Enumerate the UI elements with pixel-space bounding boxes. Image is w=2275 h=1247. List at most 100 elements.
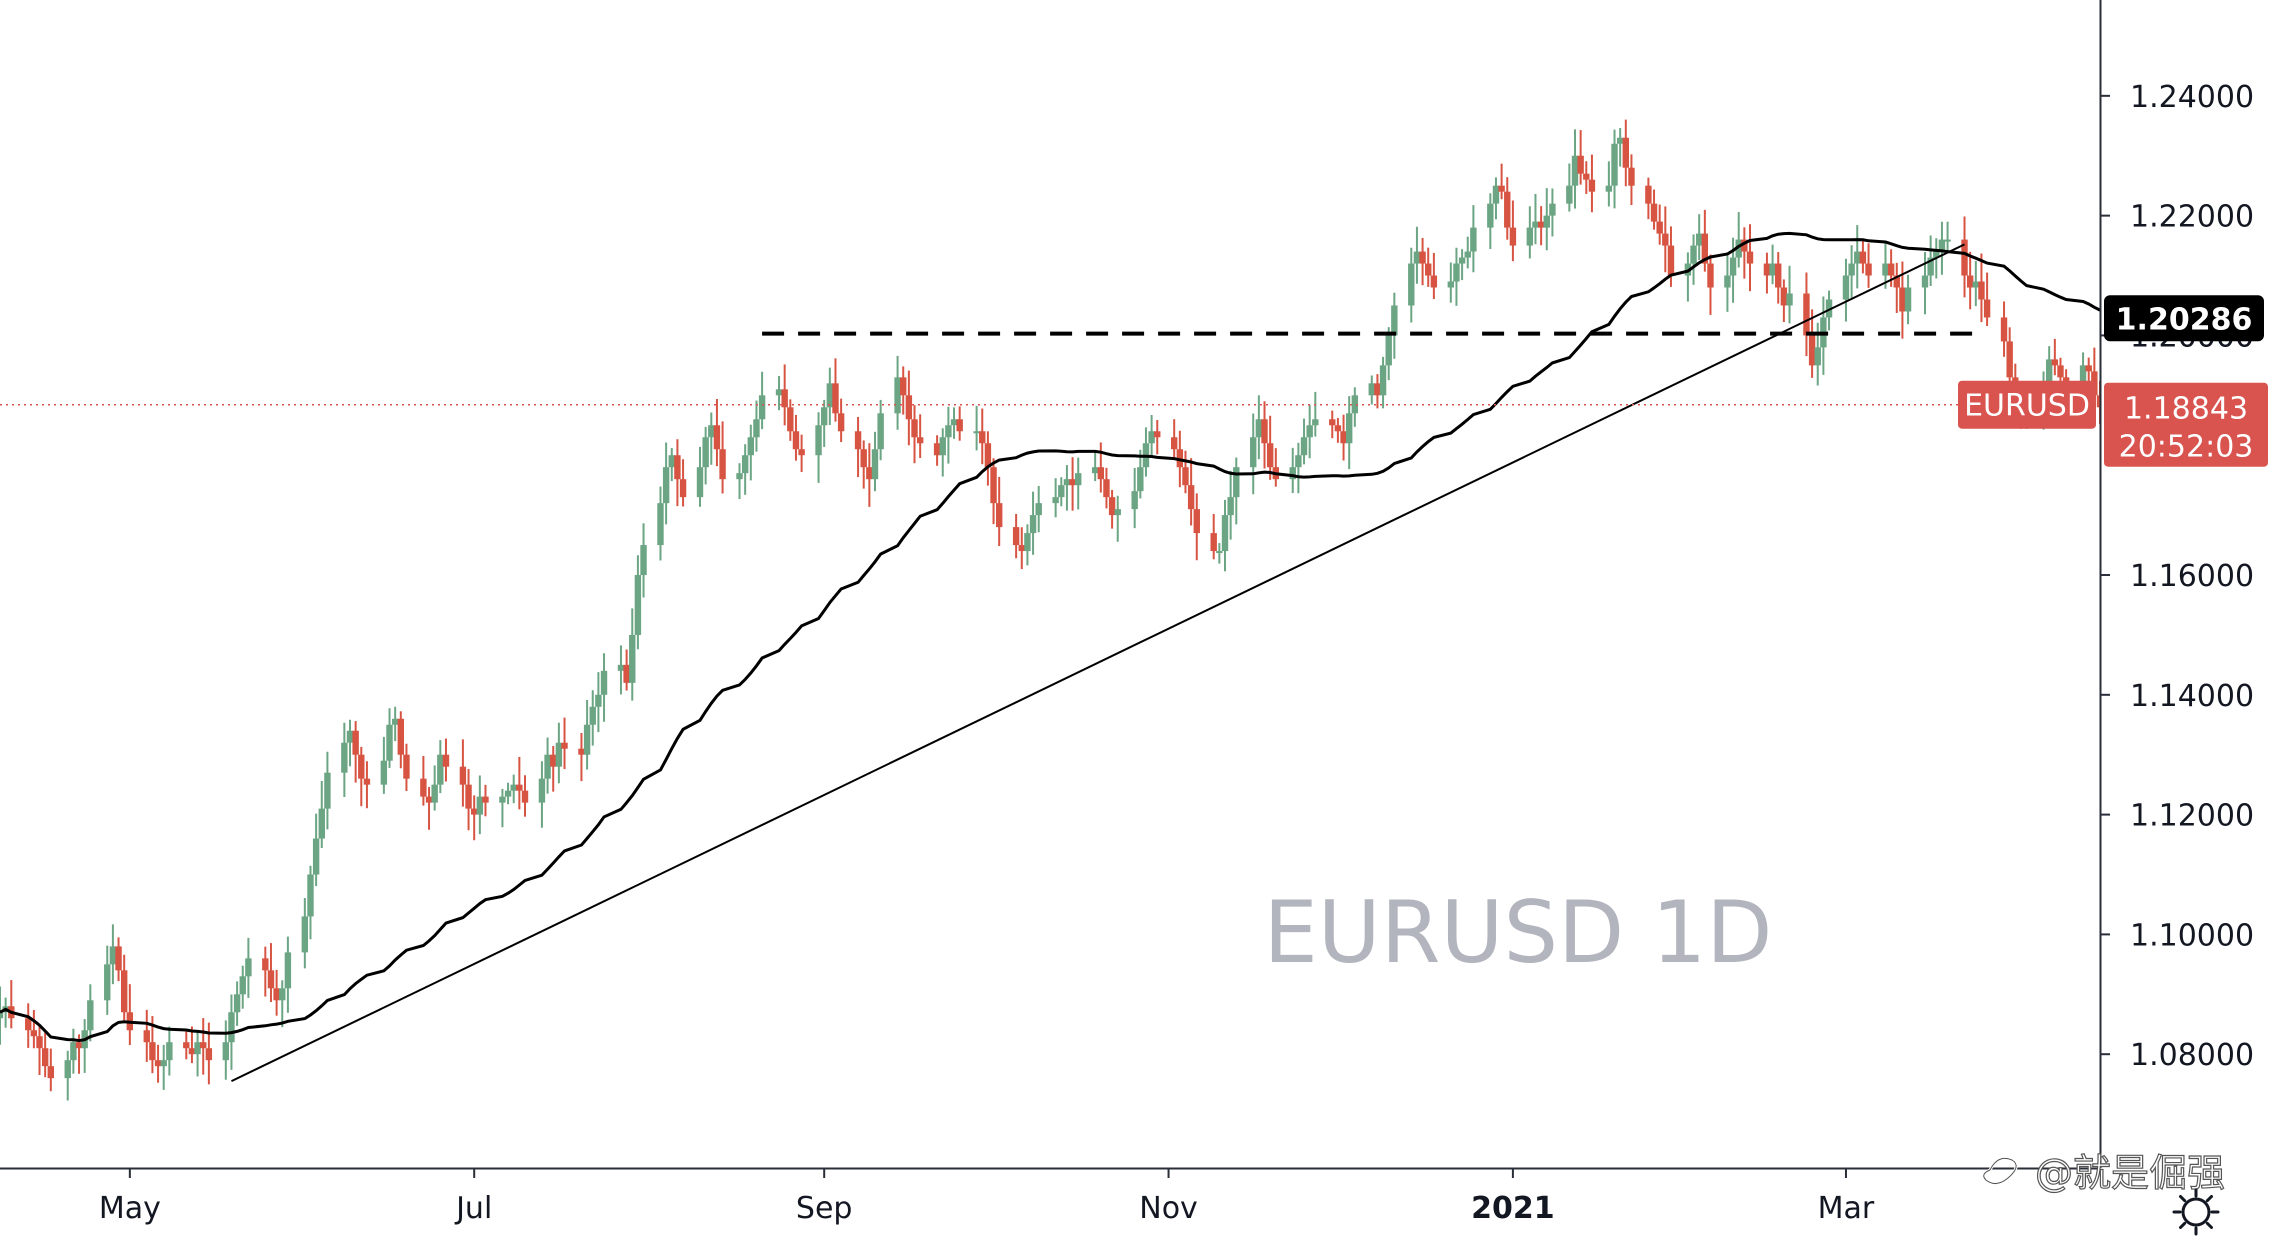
candle [1944, 221, 1951, 252]
candle [798, 434, 805, 473]
candle [25, 1003, 32, 1048]
candle [1859, 240, 1867, 274]
candle [504, 782, 512, 805]
candle [1334, 417, 1342, 443]
candle [109, 924, 117, 985]
candle [820, 399, 828, 447]
candle [708, 412, 715, 465]
candle [1684, 252, 1692, 302]
candle [1063, 465, 1071, 511]
candle [380, 736, 388, 794]
candle [1029, 491, 1037, 555]
candle [1628, 154, 1635, 206]
candle [911, 405, 918, 464]
watermark-layer: EURUSD 1D [1263, 883, 1772, 983]
candle [1769, 244, 1776, 285]
candle [1803, 272, 1810, 357]
candle [741, 444, 749, 495]
candle [284, 936, 292, 1013]
candle [403, 743, 410, 792]
candle [1741, 227, 1748, 279]
candle [391, 706, 399, 742]
candle [1458, 249, 1466, 281]
candle [1312, 391, 1319, 437]
candle [510, 774, 517, 804]
candle [1504, 177, 1511, 240]
candle [1408, 247, 1415, 323]
candle [1035, 485, 1042, 533]
candle [1786, 265, 1793, 324]
candle [363, 761, 371, 809]
candle [318, 781, 325, 848]
candle [1266, 415, 1274, 480]
gear-icon[interactable] [2172, 1188, 2220, 1236]
candle [1487, 193, 1494, 250]
candle [397, 711, 405, 769]
candle [245, 937, 252, 998]
candle [1233, 457, 1240, 525]
candle [1097, 442, 1105, 493]
candle [1842, 258, 1850, 322]
candle [267, 943, 275, 1002]
candle [115, 937, 122, 982]
candle [1425, 247, 1432, 287]
y-tick-label: 1.16000 [2130, 559, 2254, 594]
candle [239, 965, 246, 1009]
marker-price-label: 1.20286 [2116, 302, 2253, 337]
candle [860, 440, 867, 489]
candles-layer [0, 119, 2104, 1101]
overlay-layer [0, 231, 2101, 1083]
candle [262, 946, 269, 997]
candle [1114, 495, 1121, 542]
candle [753, 400, 760, 452]
candle [679, 459, 687, 507]
candle [600, 653, 608, 722]
candle [1690, 234, 1697, 285]
candle [1453, 247, 1460, 306]
price-scale[interactable]: 1.240001.220001.200001.160001.140001.120… [2100, 80, 2254, 1073]
candle [866, 443, 873, 507]
support-trendline[interactable] [231, 243, 1965, 1083]
candle [183, 1030, 190, 1060]
candle [386, 708, 393, 768]
candle [1340, 414, 1347, 461]
candle [781, 364, 788, 426]
candle [1656, 204, 1663, 245]
candle [1509, 200, 1517, 262]
candle [1154, 420, 1161, 455]
candle [1385, 327, 1392, 381]
candle [1961, 216, 1968, 298]
candle [1255, 395, 1263, 460]
candle [1142, 427, 1150, 477]
candle [1701, 209, 1709, 272]
candle [1966, 251, 1974, 310]
candle [640, 523, 647, 598]
candle [431, 765, 438, 811]
candle [826, 367, 834, 426]
countdown-label: 20:52:03 [2119, 430, 2254, 465]
candle [459, 739, 467, 807]
candle [8, 980, 15, 1029]
candle [1735, 212, 1742, 268]
candle [900, 366, 907, 415]
candle [1729, 237, 1737, 303]
time-scale[interactable]: May Jul Sep Nov 2021 Mar [99, 1168, 1875, 1226]
candle [1131, 467, 1138, 529]
candle [1261, 401, 1268, 469]
candle [1379, 356, 1387, 409]
candle [81, 1019, 88, 1073]
candle [1464, 236, 1471, 269]
x-tick-label: Mar [1818, 1191, 1875, 1226]
candle [583, 700, 591, 770]
candle [1289, 447, 1296, 494]
candle [1345, 396, 1353, 470]
candle [166, 1026, 173, 1076]
candle [1645, 177, 1652, 220]
candle [1148, 414, 1155, 456]
candle [104, 945, 111, 1015]
candle [188, 1026, 196, 1064]
candle [307, 865, 314, 940]
